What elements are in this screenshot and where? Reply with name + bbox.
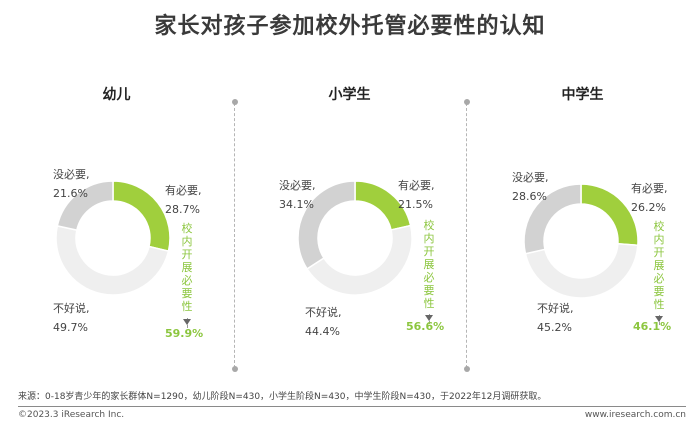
slice-unsure	[306, 224, 413, 296]
slice-unsure	[524, 242, 639, 299]
chart-panel-primary: 小学生 有必要, 21.5% 不好说, 44.4% 没必要, 34.1% 校内开展必要…	[233, 0, 466, 380]
donut-chart	[297, 180, 413, 296]
chart-panel-secondary: 中学生 有必要, 26.2% 不好说, 45.2% 没必要, 28.6% 校内开展必要…	[466, 0, 699, 380]
divider-dot	[463, 99, 470, 105]
label-unsure: 不好说, 44.4%	[305, 306, 342, 338]
slice-yes	[580, 183, 639, 247]
in-school-total: 59.9%	[165, 327, 204, 340]
label-unsure: 不好说, 45.2%	[537, 302, 574, 334]
donut-chart	[55, 180, 171, 296]
footer-divider	[18, 406, 686, 407]
in-school-total: 56.6%	[406, 320, 445, 333]
divider-right	[463, 99, 470, 372]
annotation-arrow-head	[425, 315, 433, 321]
panel-title: 中学生	[561, 87, 604, 103]
slice-no	[56, 180, 114, 232]
label-no: 没必要, 21.6%	[53, 168, 90, 200]
slice-no	[523, 183, 582, 255]
page-title: 家长对孩子参加校外托管必要性的认知	[154, 14, 546, 39]
in-school-necessity-label: 校内开展必要性	[423, 219, 435, 310]
slice-yes	[112, 180, 171, 253]
chart-panel-kindergarten: 幼儿 有必要, 28.7% 不好说, 49.7% 没必要, 21.6% 校内开展必要性…	[0, 0, 233, 380]
label-yes: 有必要, 21.5%	[398, 179, 435, 211]
in-school-total: 46.1%	[633, 320, 672, 333]
slice-no	[297, 180, 356, 270]
panel-title: 小学生	[328, 87, 371, 103]
label-no: 没必要, 34.1%	[279, 179, 316, 211]
divider-left	[231, 99, 238, 372]
divider-dot	[231, 366, 238, 372]
panel-title: 幼儿	[102, 87, 131, 103]
footer-website: www.iresearch.com.cn	[584, 410, 686, 420]
donut-chart	[523, 183, 639, 299]
slice-unsure	[55, 225, 170, 296]
label-no: 没必要, 28.6%	[512, 171, 549, 203]
footer-copyright: ©2023.3 iResearch Inc.	[18, 410, 125, 420]
in-school-necessity-label: 校内开展必要性	[181, 222, 193, 313]
divider-dot	[463, 366, 470, 372]
in-school-necessity-label: 校内开展必要性	[653, 220, 665, 311]
divider-dot	[231, 99, 238, 105]
annotation-arrow-head	[183, 319, 191, 325]
source-note: 来源：0-18岁青少年的家长群体N=1290，幼儿阶段N=430，小学生阶段N=…	[18, 392, 547, 402]
label-yes: 有必要, 26.2%	[631, 182, 668, 214]
label-unsure: 不好说, 49.7%	[53, 302, 90, 334]
annotation-arrow-head	[655, 316, 663, 322]
label-yes: 有必要, 28.7%	[165, 184, 202, 216]
